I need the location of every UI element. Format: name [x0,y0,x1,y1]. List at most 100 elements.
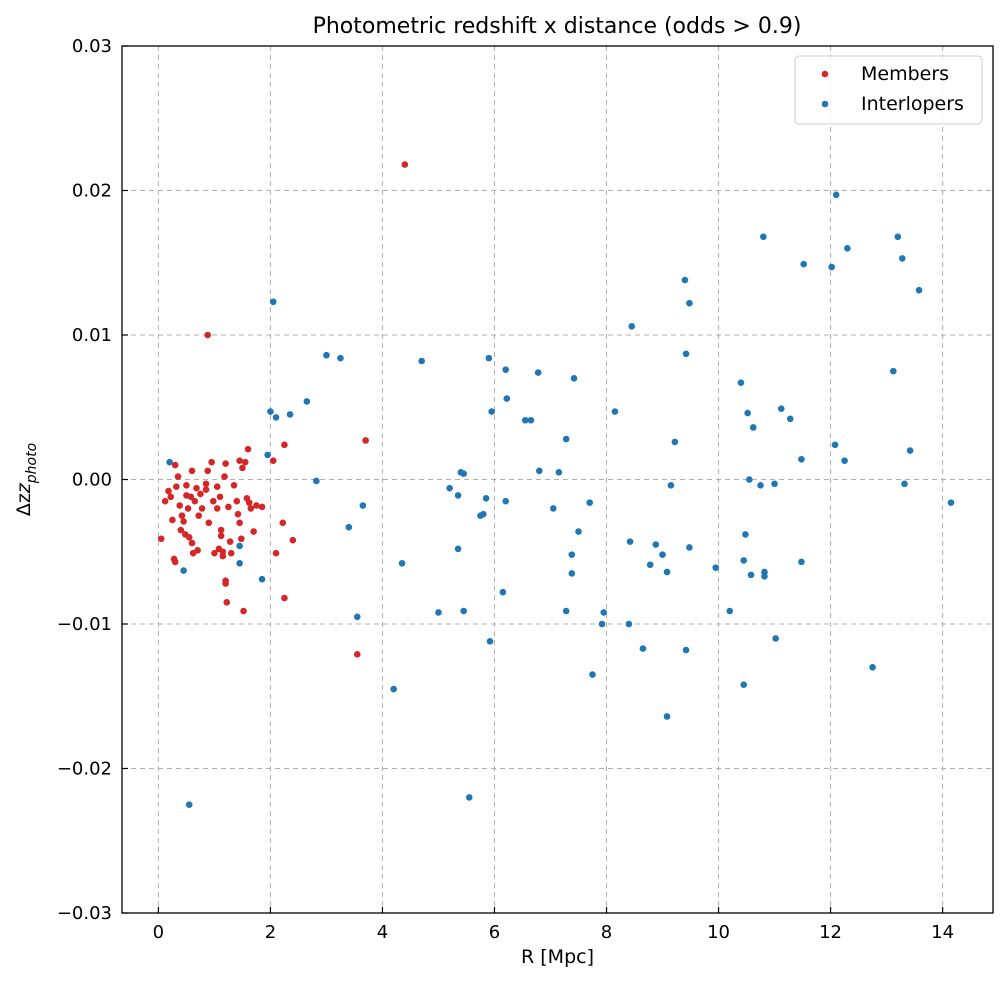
point-members [204,467,211,475]
point-members [222,580,229,587]
point-interlopers [681,276,689,284]
point-interlopers [570,375,578,382]
x-tick-label: 8 [601,922,612,943]
y-axis-title-z: z [13,482,35,494]
x-tick-label: 14 [931,922,954,943]
point-interlopers [628,323,636,330]
x-tick-label: 6 [489,922,500,943]
point-interlopers [898,255,906,262]
point-interlopers [286,411,294,418]
legend-marker-members [821,70,829,78]
point-interlopers [185,801,193,808]
point-interlopers [737,379,745,386]
y-tick-label: 0.02 [72,181,112,202]
point-members [253,502,260,509]
point-interlopers [760,233,767,241]
point-interlopers [828,263,835,271]
point-interlopers [535,467,543,475]
point-interlopers [562,607,570,615]
point-members [210,497,217,505]
point-interlopers [267,408,274,415]
point-interlopers [418,357,425,365]
point-members [223,599,231,606]
legend-marker-interlopers [821,100,829,108]
point-members [245,499,253,506]
point-interlopers [390,685,397,693]
point-interlopers [499,588,507,596]
point-interlopers [488,408,495,415]
chart-title: Photometric redshift x distance (odds > … [313,14,802,39]
point-interlopers [652,541,660,548]
point-interlopers [486,638,494,645]
legend-label-members: Members [861,63,949,85]
point-members [281,594,288,602]
point-members [208,458,215,466]
point-interlopers [746,476,753,483]
point-interlopers [264,451,271,459]
point-interlopers [749,424,757,431]
point-members [157,535,165,543]
y-tick-label: 0.03 [72,36,112,57]
point-interlopers [771,480,778,488]
point-members [236,457,243,465]
point-members [230,481,238,489]
point-members [234,510,242,518]
point-interlopers [786,415,794,423]
x-tick-label: 10 [707,922,730,943]
x-tick-label: 12 [819,922,842,943]
point-members [178,512,186,519]
y-tick-label: 0.00 [72,470,112,491]
point-interlopers [236,560,243,567]
point-interlopers [663,713,671,720]
point-interlopers [742,531,749,538]
point-interlopers [947,499,955,506]
point-members [194,547,201,554]
point-interlopers [682,350,690,358]
point-interlopers [562,435,570,443]
point-interlopers [646,561,654,569]
point-interlopers [323,351,330,359]
point-interlopers [798,455,805,463]
point-interlopers [527,416,535,424]
point-interlopers [353,613,361,621]
point-interlopers [549,505,557,512]
point-members [180,518,187,525]
point-interlopers [502,497,509,505]
point-members [222,460,229,467]
point-members [233,497,241,505]
point-members [258,503,266,511]
y-axis-title: Δzzphoto [13,443,40,516]
point-interlopers [598,620,606,628]
point-members [171,558,179,566]
point-interlopers [575,528,582,535]
legend-label-interlopers: Interlopers [861,93,964,115]
point-members [289,536,297,544]
point-interlopers [454,492,462,499]
point-members [227,549,235,557]
point-interlopers [180,567,187,574]
point-interlopers [686,299,693,307]
point-members [226,538,234,545]
x-tick-label: 4 [377,922,388,943]
grid-lines [122,46,993,913]
point-interlopers [686,544,693,551]
point-interlopers [894,233,902,241]
point-interlopers [503,395,511,402]
point-members [205,519,213,527]
point-members [217,532,225,540]
point-members [167,493,175,501]
x-axis-title: R [Mpc] [521,946,594,968]
point-interlopers [915,286,923,294]
point-members [213,505,221,512]
point-interlopers [841,457,848,465]
point-interlopers [777,405,785,412]
point-interlopers [446,484,453,492]
point-interlopers [398,560,406,567]
point-interlopers [712,564,720,571]
point-members [250,528,257,535]
point-interlopers [639,645,647,652]
legend-box [794,55,983,125]
point-members [241,458,249,466]
point-members [183,481,190,489]
